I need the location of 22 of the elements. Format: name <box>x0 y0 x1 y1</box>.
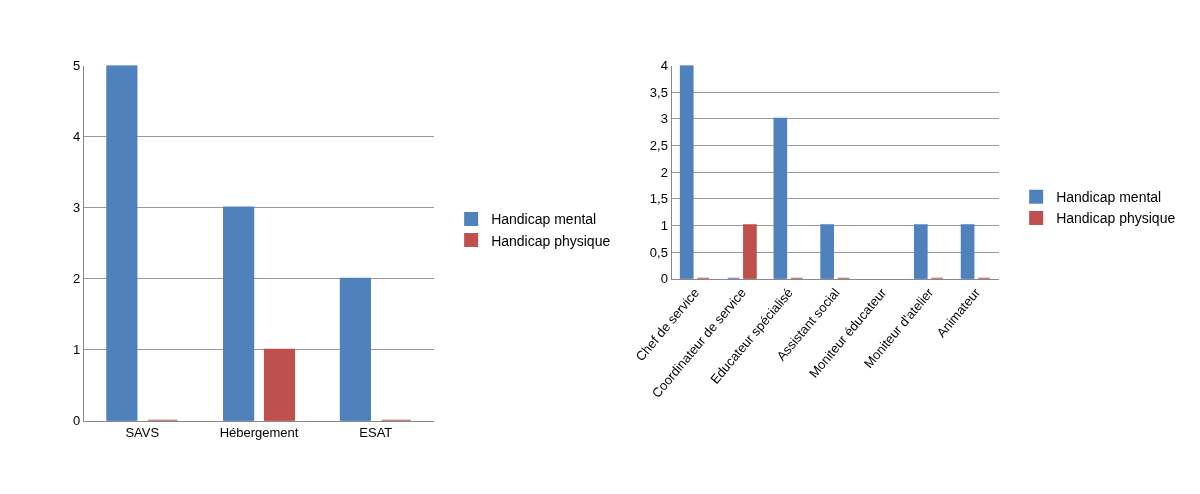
y-tick-label: 3,5 <box>649 84 668 100</box>
y-tick-label: 5 <box>73 58 81 74</box>
y-tick-label: 0 <box>660 271 668 287</box>
y-tick-label: 3 <box>73 200 81 216</box>
x-tick-label: SAVS <box>125 425 160 441</box>
y-tick-label: 2 <box>660 164 668 180</box>
y-tick-label: 4 <box>73 129 81 145</box>
y-tick-label: 1 <box>73 342 81 358</box>
legend-label: Handicap physique <box>1056 210 1176 227</box>
y-tick-label: 1 <box>660 217 668 233</box>
legend-label: Handicap physique <box>491 232 611 249</box>
y-tick-label: 0,5 <box>649 244 668 260</box>
x-tick-label: Hébergement <box>219 425 299 441</box>
y-tick-label: 2,5 <box>649 137 668 153</box>
y-tick-label: 2 <box>73 271 81 287</box>
legend-label: Handicap mental <box>1056 189 1162 206</box>
y-tick-label: 1,5 <box>649 191 668 207</box>
y-tick-label: 3 <box>660 111 668 127</box>
y-tick-label: 4 <box>660 58 668 74</box>
legend-label: Handicap mental <box>491 211 597 228</box>
y-tick-label: 0 <box>73 413 81 429</box>
x-tick-label: ESAT <box>359 425 393 441</box>
